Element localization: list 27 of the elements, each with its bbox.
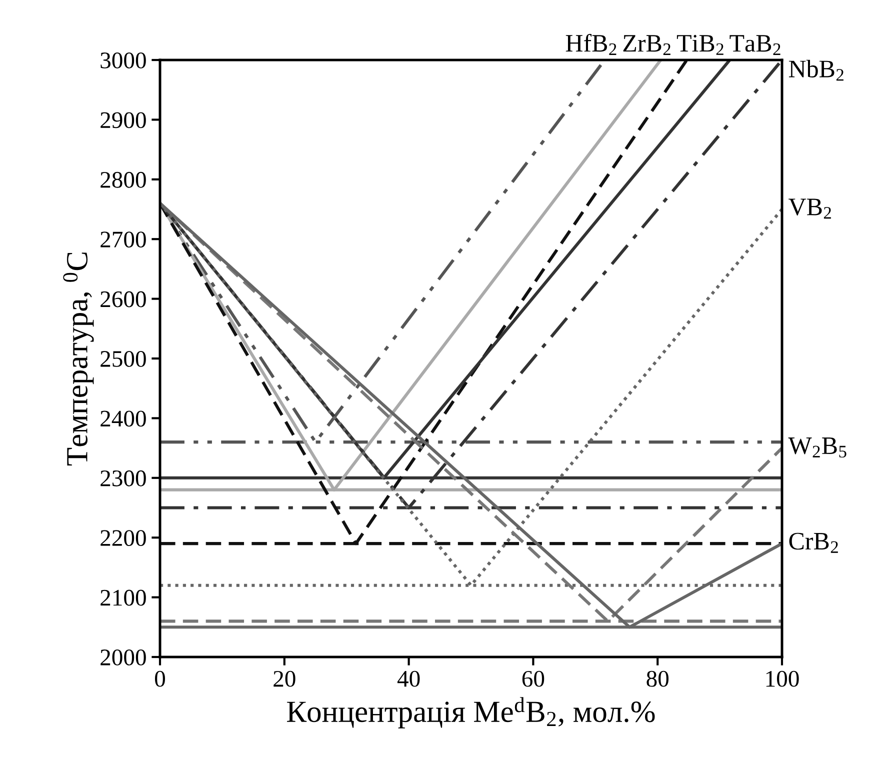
y-tick-label: 2700: [100, 232, 146, 248]
series-label: NbB$_{2}$: [788, 60, 844, 81]
series-label: TaB$_{2}$: [730, 35, 780, 55]
y-tick-label: 2900: [100, 112, 146, 128]
y-tick-label: 2200: [100, 530, 146, 546]
x-tick-label: 20: [274, 670, 296, 687]
x-tick-label: 40: [397, 670, 420, 687]
series-label: ZrB$_{2}$: [623, 35, 670, 55]
x-tick-label: 100: [766, 670, 799, 687]
y-tick-label: 2100: [100, 590, 146, 606]
series-label: HfB$_{2}$: [566, 34, 616, 55]
x-tick-label: 80: [646, 670, 669, 687]
y-tick-label: 3000: [100, 52, 146, 68]
x-axis-title: Концентрація Me$^{d}$B$_{2}$, мол.%: [287, 697, 655, 728]
y-tick-label: 2600: [100, 291, 146, 308]
x-tick-label: 60: [522, 670, 544, 687]
series-label: CrB$_{2}$: [789, 532, 838, 553]
y-tick-label: 2400: [100, 410, 146, 427]
y-tick-label: 2000: [100, 649, 146, 666]
y-tick-label: 2500: [100, 350, 146, 367]
y-tick-label: 2300: [100, 470, 146, 486]
y-tick-label: 2800: [100, 172, 146, 188]
series-label: TiB$_{2}$: [676, 34, 724, 55]
y-axis-title: Температура, $^{0}$C: [63, 252, 94, 466]
x-tick-label: 0: [154, 670, 166, 687]
series-label: VB$_{2}$: [788, 198, 831, 219]
series-label: W$_{2}$B$_{5}$: [788, 438, 846, 458]
